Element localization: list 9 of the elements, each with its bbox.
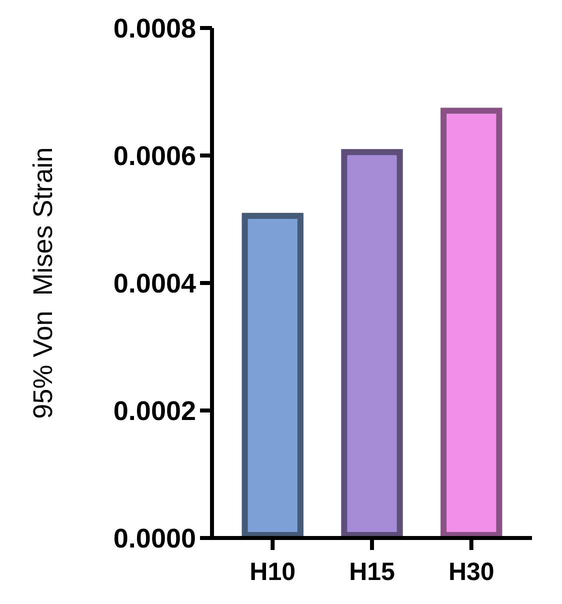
y-tick-label: 0.0006: [113, 140, 196, 171]
y-tick-label: 0.0004: [113, 268, 196, 298]
x-tick-label: H15: [349, 558, 396, 586]
x-tick-label: H30: [448, 558, 494, 586]
y-axis-title: 95% Von Mises Strain: [28, 147, 58, 419]
x-tick-label: H10: [250, 558, 296, 586]
y-tick-label: 0.0002: [113, 396, 196, 426]
y-tick-label: 0.0000: [113, 523, 196, 554]
y-tick-label: 0.0008: [113, 13, 196, 44]
